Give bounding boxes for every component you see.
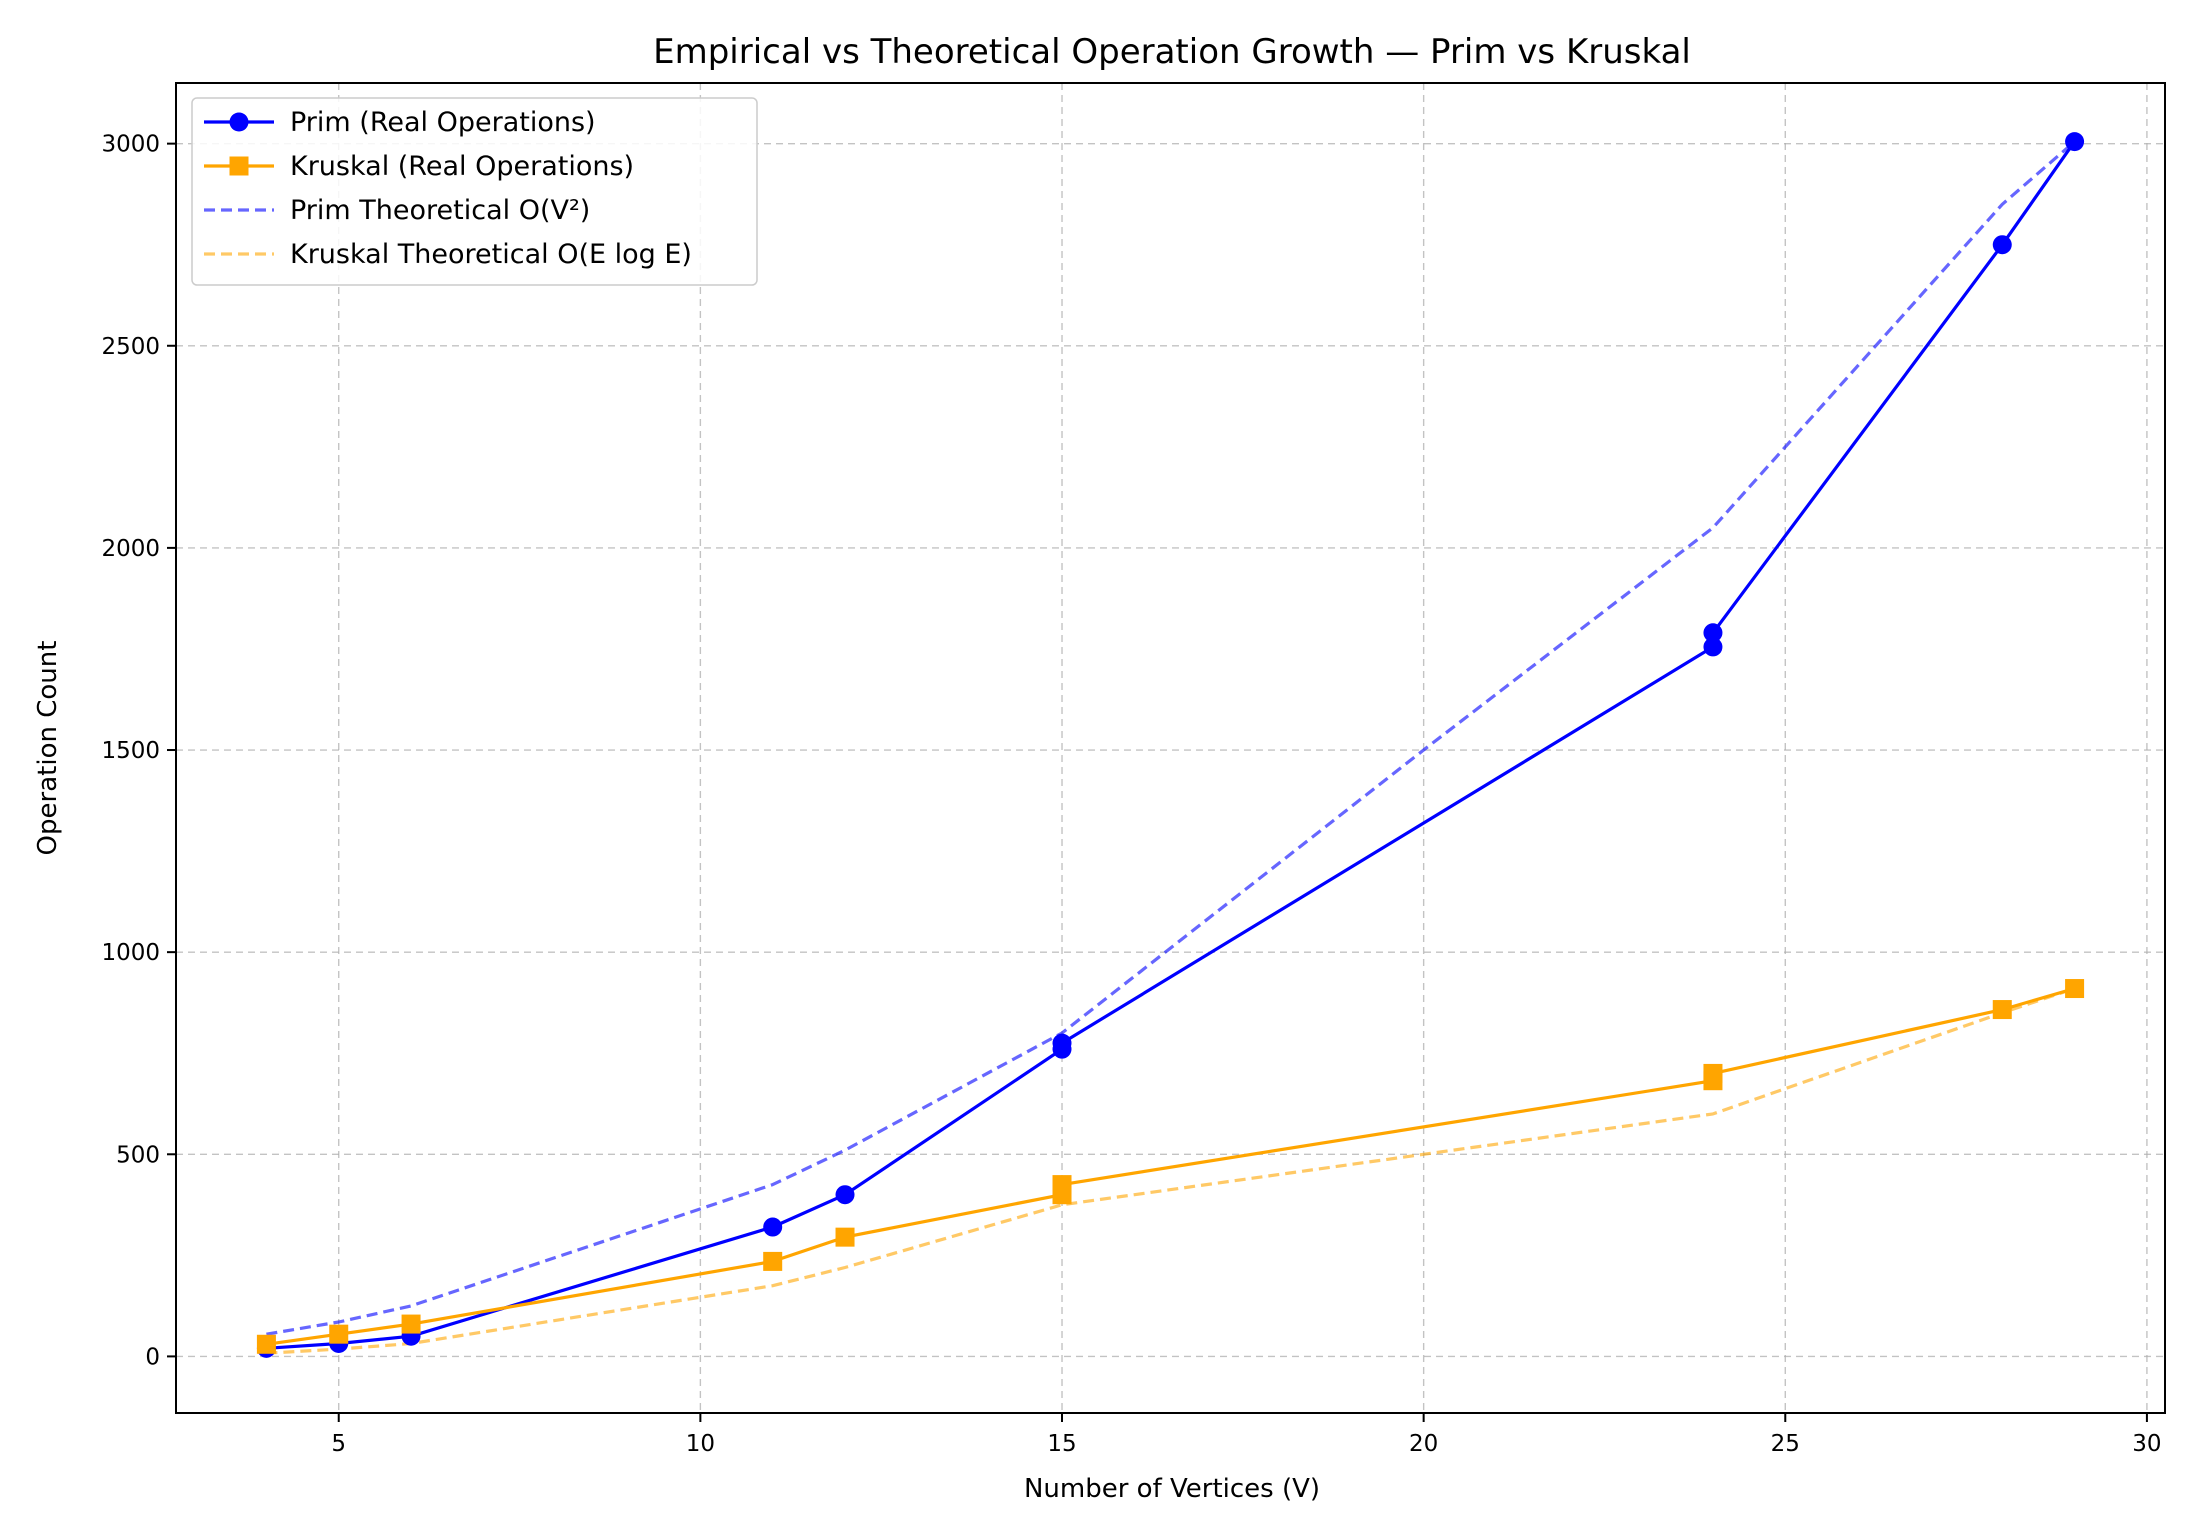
data-point [401,1314,421,1334]
x-tick-label: 25 [1771,1431,1800,1457]
legend-marker [229,156,249,176]
legend-entry: Kruskal Theoretical O(E log E) [204,239,692,270]
data-point [256,1334,276,1354]
data-point [1992,1000,2012,1020]
legend-entry: Prim Theoretical O(V²) [204,195,590,226]
x-tick-label: 30 [2132,1431,2161,1457]
legend-label: Kruskal (Real Operations) [290,151,634,182]
data-point [763,1217,783,1237]
legend-entry: Prim (Real Operations) [204,107,596,138]
legend-marker [229,112,249,132]
legend: Prim (Real Operations) Kruskal (Real Oper… [191,97,758,286]
data-point [1052,1033,1072,1053]
y-tick-label: 0 [145,1344,160,1370]
x-tick-label: 5 [331,1431,346,1457]
data-point [1703,637,1723,657]
data-point [835,1185,855,1205]
y-tick-label: 2000 [101,536,160,562]
data-point [329,1324,349,1344]
series-2 [266,140,2076,1336]
data-point [835,1227,855,1247]
data-point [2065,132,2085,152]
y-tick-label: 1500 [101,738,160,764]
y-tick-label: 3000 [101,132,160,158]
x-tick-label: 15 [1047,1431,1076,1457]
x-tick-label: 20 [1409,1431,1438,1457]
series-3 [266,986,2076,1355]
chart-title: Empirical vs Theoretical Operation Growt… [653,32,1691,72]
series-1 [256,979,2085,1354]
grid [176,83,2165,1413]
axis-ticks: 5 10 15 20 25 30 0 500 1000 1500 2000 2500 3000 [101,132,2161,1457]
series-0 [256,132,2085,1358]
legend-label: Prim Theoretical O(V²) [290,195,590,226]
series-layer [256,132,2085,1358]
plot-frame [175,82,2166,1414]
x-axis-title: Number of Vertices (V) [1024,1474,1320,1504]
data-point [763,1251,783,1271]
legend-box [191,97,758,286]
y-tick-label: 500 [116,1142,160,1168]
legend-label: Prim (Real Operations) [290,107,596,138]
data-point [1703,623,1723,643]
data-point [1052,1175,1072,1195]
y-tick-label: 2500 [101,334,160,360]
data-point [1703,1063,1723,1083]
data-point [1992,235,2012,255]
y-tick-label: 1000 [101,940,160,966]
legend-label: Kruskal Theoretical O(E log E) [290,239,692,270]
series-line [266,986,2076,1355]
y-axis-title: Operation Count [33,641,63,856]
x-tick-label: 10 [686,1431,715,1457]
legend-entry: Kruskal (Real Operations) [204,151,634,182]
data-point [2065,979,2085,999]
series-line [266,140,2076,1336]
